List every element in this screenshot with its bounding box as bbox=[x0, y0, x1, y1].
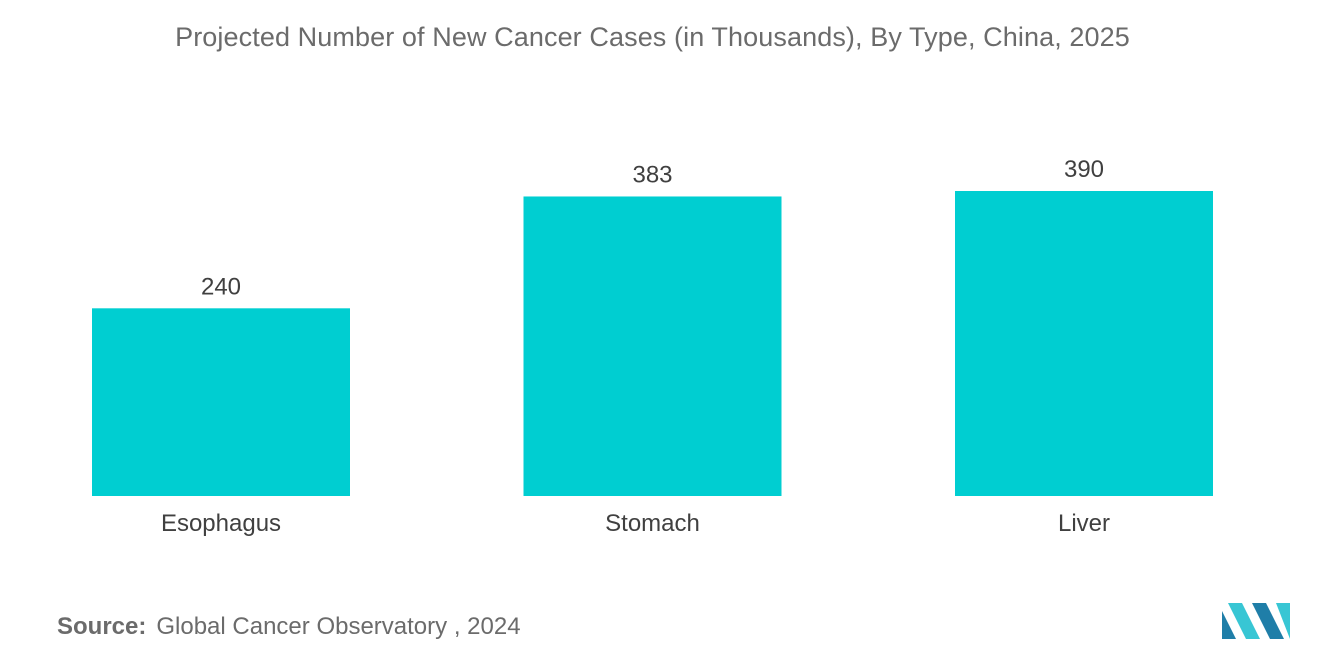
category-label-esophagus: Esophagus bbox=[161, 510, 281, 537]
source-text: Global Cancer Observatory , 2024 bbox=[156, 613, 521, 640]
data-label-liver: 390 bbox=[1064, 156, 1104, 183]
source-label: Source: bbox=[57, 613, 147, 640]
category-label-liver: Liver bbox=[1058, 510, 1110, 537]
data-label-esophagus: 240 bbox=[201, 273, 241, 300]
category-label-group: Esophagus Stomach Liver bbox=[161, 510, 1110, 537]
bar-liver bbox=[955, 191, 1213, 496]
bar-chart: 240 383 390 Esophagus Stomach Liver bbox=[92, 156, 1213, 537]
bar-esophagus bbox=[92, 308, 350, 496]
category-label-stomach: Stomach bbox=[605, 510, 700, 537]
data-label-stomach: 383 bbox=[632, 161, 672, 188]
bar-group bbox=[92, 191, 1213, 496]
chart-title: Projected Number of New Cancer Cases (in… bbox=[175, 22, 1130, 52]
bar-stomach bbox=[523, 196, 782, 496]
source-note: Source: Global Cancer Observatory , 2024 bbox=[57, 613, 521, 641]
data-label-group: 240 383 390 bbox=[201, 156, 1104, 300]
mordor-intelligence-logo-icon bbox=[1222, 603, 1290, 639]
